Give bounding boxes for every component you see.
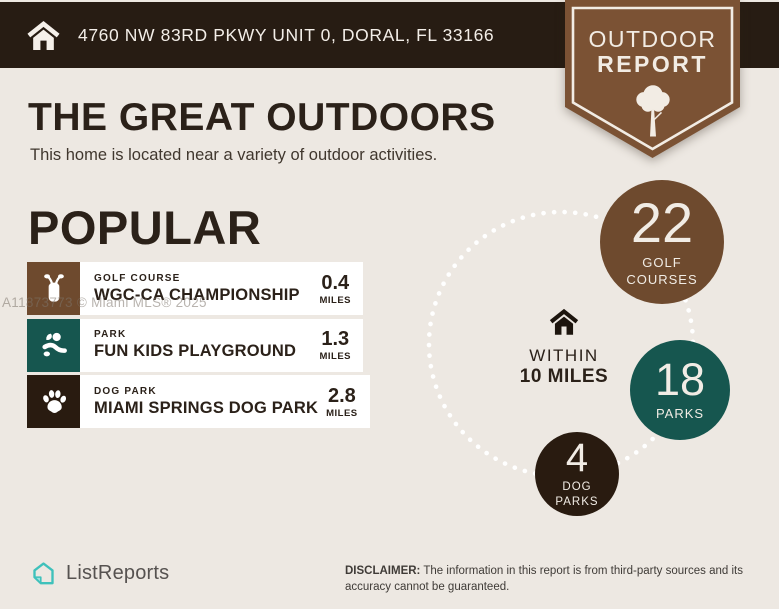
stat-label: DOG PARKS [555, 481, 599, 508]
badge-line1: OUTDOOR [588, 26, 717, 52]
radius-center: WITHIN 10 MILES [514, 306, 614, 388]
stat-label: PARKS [655, 406, 705, 422]
popular-heading: POPULAR [28, 201, 262, 254]
badge-line2: REPORT [597, 51, 708, 77]
home-icon [27, 20, 60, 50]
property-address: 4760 NW 83RD PKWY UNIT 0, DORAL, FL 3316… [78, 24, 495, 45]
listreports-house-icon [33, 562, 54, 585]
disclaimer-label: DISCLAIMER: [345, 565, 421, 577]
listreports-logo: ListReports [30, 560, 169, 587]
distance-unit: MILES [319, 351, 351, 362]
page-title: THE GREAT OUTDOORS [28, 96, 496, 139]
place-distance: 0.4 MILES [319, 272, 351, 306]
stat-parks: 18 PARKS [630, 340, 730, 440]
golf-bag-icon [27, 262, 80, 315]
mls-watermark: A11873773 © Miami MLS® 2025 [2, 295, 207, 310]
distance-unit: MILES [326, 407, 358, 419]
outdoor-report-badge: OUTDOOR REPORT [565, 0, 740, 158]
place-category: GOLF COURSE [94, 272, 181, 284]
place-name: MIAMI SPRINGS DOG PARK [94, 398, 319, 417]
place-name: FUN KIDS PLAYGROUND [94, 342, 297, 360]
distance-value: 2.8 [327, 384, 356, 407]
list-item-park: PARK FUN KIDS PLAYGROUND 1.3 MILES [27, 318, 363, 372]
place-distance: 2.8 MILES [326, 385, 358, 419]
list-item-content: PARK FUN KIDS PLAYGROUND 1.3 MILES [80, 318, 363, 372]
stat-value: 4 [565, 436, 589, 481]
list-item-golf-course: GOLF COURSE WGC-CA CHAMPIONSHIP 0.4 MILE… [27, 262, 363, 315]
distance-value: 0.4 [321, 271, 350, 294]
disclaimer-body: The information in this report is from t… [345, 565, 743, 594]
playground-icon [27, 318, 80, 372]
place-name: WGC-CA CHAMPIONSHIP [94, 285, 300, 304]
disclaimer-text: DISCLAIMER: The information in this repo… [345, 563, 777, 595]
distance-unit: MILES [319, 294, 351, 306]
distance-value: 1.3 [321, 328, 350, 350]
place-category: PARK [94, 329, 127, 340]
place-category: DOG PARK [94, 385, 157, 397]
stat-dog-parks: 4 DOG PARKS [535, 432, 619, 516]
radius-line2: 10 MILES [519, 366, 609, 387]
radius-line1: WITHIN [529, 346, 599, 365]
place-distance: 1.3 MILES [319, 328, 351, 362]
stat-value: 22 [630, 191, 694, 255]
badge-shape [565, 0, 740, 158]
paw-icon [27, 375, 80, 428]
list-item-dog-park: DOG PARK MIAMI SPRINGS DOG PARK 2.8 MILE… [27, 375, 370, 428]
stat-value: 18 [654, 354, 706, 406]
stat-label: GOLF COURSES [626, 255, 698, 287]
popular-list: GOLF COURSE WGC-CA CHAMPIONSHIP 0.4 MILE… [27, 262, 370, 432]
tree-icon [630, 82, 676, 143]
page-subtitle: This home is located near a variety of o… [30, 146, 438, 164]
home-icon [549, 308, 579, 335]
list-item-content: GOLF COURSE WGC-CA CHAMPIONSHIP 0.4 MILE… [80, 262, 363, 315]
list-item-content: DOG PARK MIAMI SPRINGS DOG PARK 2.8 MILE… [80, 375, 370, 428]
stat-golf-courses: 22 GOLF COURSES [600, 180, 724, 304]
brand-name: ListReports [66, 562, 170, 584]
